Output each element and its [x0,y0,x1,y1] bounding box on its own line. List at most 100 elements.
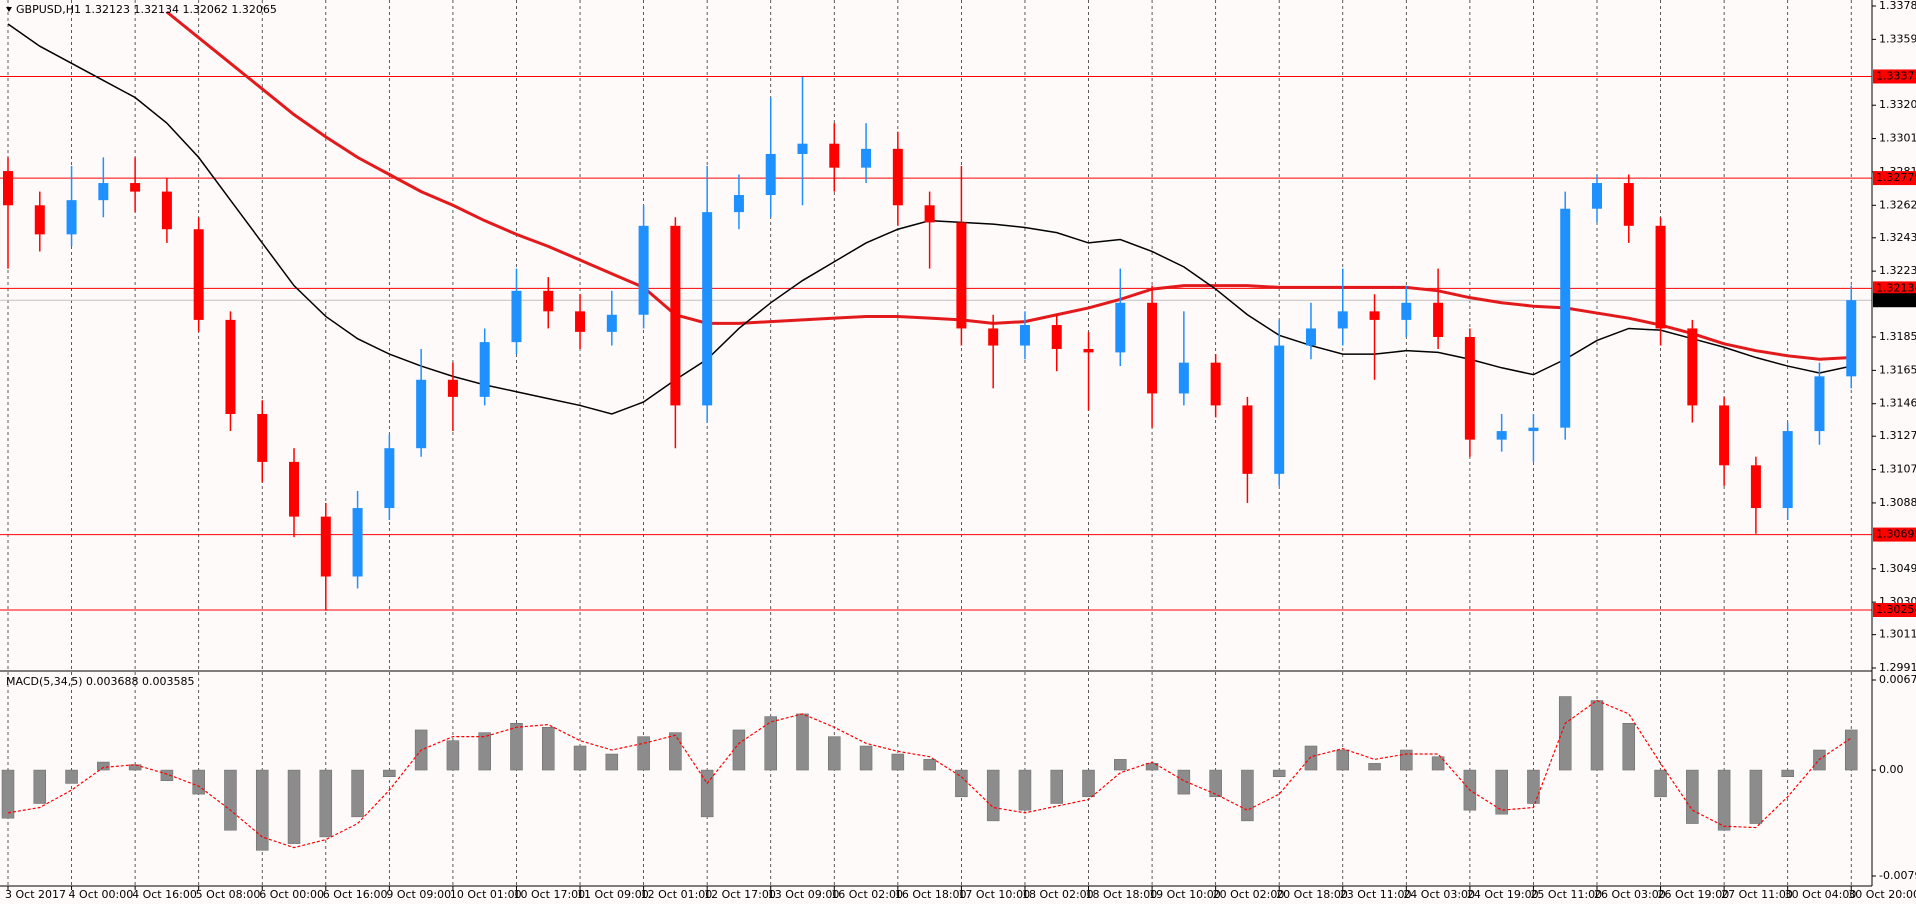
histogram-bar [891,753,905,771]
x-tick-label: 26 Oct 03:00 [1594,888,1666,901]
histogram-bar [1717,769,1731,831]
level-label: 1.32134 [1876,281,1916,294]
candle-body [1814,376,1825,432]
candle-body [1369,311,1380,320]
y-tick-label: 1.30880 [1879,496,1916,509]
x-tick-label: 3 Oct 2017 [5,888,66,901]
histogram-bar [828,736,841,771]
histogram-bar [255,769,269,851]
candle-body [1846,300,1857,377]
candle-body [1083,348,1094,353]
x-tick-label: 5 Oct 08:00 [196,888,261,901]
histogram-bar [1368,763,1381,771]
candle-body [34,205,45,235]
candle-body [575,311,586,332]
y-tick-label: 1.33205 [1879,98,1916,111]
last-price-box [1873,293,1916,308]
level-label-box [1873,603,1916,618]
histogram-bar [97,761,110,771]
candle-body [416,379,427,449]
histogram-bar [1082,769,1095,798]
histogram-bar [1209,769,1222,798]
candle-body [924,205,935,223]
histogram-bar [224,769,237,831]
x-tick-label: 25 Oct 11:00 [1530,888,1602,901]
y-tick-label: 1.31655 [1879,363,1916,376]
candle-body [1210,362,1221,406]
histogram-bar [796,713,809,771]
y-tick-label: 1.30110 [1879,628,1916,641]
candle-body [193,229,204,320]
plot [1,10,1858,851]
candle-body [765,153,776,196]
y-tick-label: 0.006735 [1879,673,1916,686]
candle-body [1528,427,1539,432]
histogram-bar [319,769,333,838]
candle-body [1051,325,1062,349]
x-tick-label: 12 Oct 17:00 [704,888,776,901]
y-tick-label: 0.00 [1879,763,1904,776]
y-tick-label: 1.31075 [1879,463,1916,476]
x-tick-label: 30 Oct 20:00 [1848,888,1916,901]
candle-body [384,448,395,509]
candle-body [320,516,331,577]
y-tick-label: 1.32430 [1879,231,1916,244]
candle-body [1719,405,1730,466]
candle-body [447,379,458,397]
histogram-bar [1304,745,1318,771]
line [165,10,1852,361]
x-tick-label: 27 Oct 11:00 [1721,888,1793,901]
candle-body [1782,431,1793,509]
x-tick-label: 17 Oct 10:00 [958,888,1030,901]
candle-body [1305,328,1316,346]
histogram-bar [542,727,555,771]
candle-body [98,183,109,201]
histogram-bar [1050,769,1063,804]
candle-body [861,148,872,168]
y-tick-label: 1.30495 [1879,562,1916,575]
histogram-bar [1177,769,1191,795]
indicator-title: MACD(5,34,5) 0.003688 0.003585 [6,675,195,688]
y-tick-label: 1.31850 [1879,330,1916,343]
x-tick-label: 6 Oct 00:00 [259,888,324,901]
x-tick-label: 24 Oct 19:00 [1467,888,1539,901]
candle-body [670,225,681,406]
candle-body [543,290,554,312]
x-tick-label: 4 Oct 00:00 [69,888,134,901]
x-tick-label: 12 Oct 01:00 [641,888,713,901]
line [7,699,1852,849]
x-tick-label: 20 Oct 02:00 [1213,888,1285,901]
histogram-bar [65,769,78,784]
y-tick-label: 1.33010 [1879,132,1916,145]
candle-body [892,148,903,206]
histogram-bar [923,759,936,771]
candle-body [1464,337,1475,440]
candle-body [1242,405,1253,474]
candle-body [1750,465,1761,509]
histogram-bar [1622,723,1636,771]
histogram-bar [1,769,15,819]
x-tick-label: 18 Oct 18:00 [1086,888,1158,901]
candle-body [1433,302,1444,337]
histogram-bar [1400,749,1413,771]
histogram-bar [446,740,460,771]
histogram-bar [1527,769,1540,804]
candle-body [1623,183,1634,226]
level-label-box [1873,69,1916,84]
menu-icon[interactable] [6,7,12,12]
histogram-bar [573,745,587,771]
x-tick-label: 13 Oct 09:00 [768,888,840,901]
histogram-bar [33,769,47,804]
x-tick-label: 10 Oct 17:00 [513,888,585,901]
x-tick-label: 30 Oct 04:00 [1785,888,1857,901]
candle-body [289,461,300,517]
histogram-bar [1686,769,1699,824]
histogram-bar [700,769,714,818]
x-tick-label: 4 Oct 16:00 [132,888,197,901]
histogram-bar [128,764,142,771]
histogram-bar [1654,769,1667,798]
level-label: 1.32779 [1876,171,1916,184]
candle-body [988,328,999,346]
x-tick-label: 20 Oct 18:00 [1276,888,1348,901]
